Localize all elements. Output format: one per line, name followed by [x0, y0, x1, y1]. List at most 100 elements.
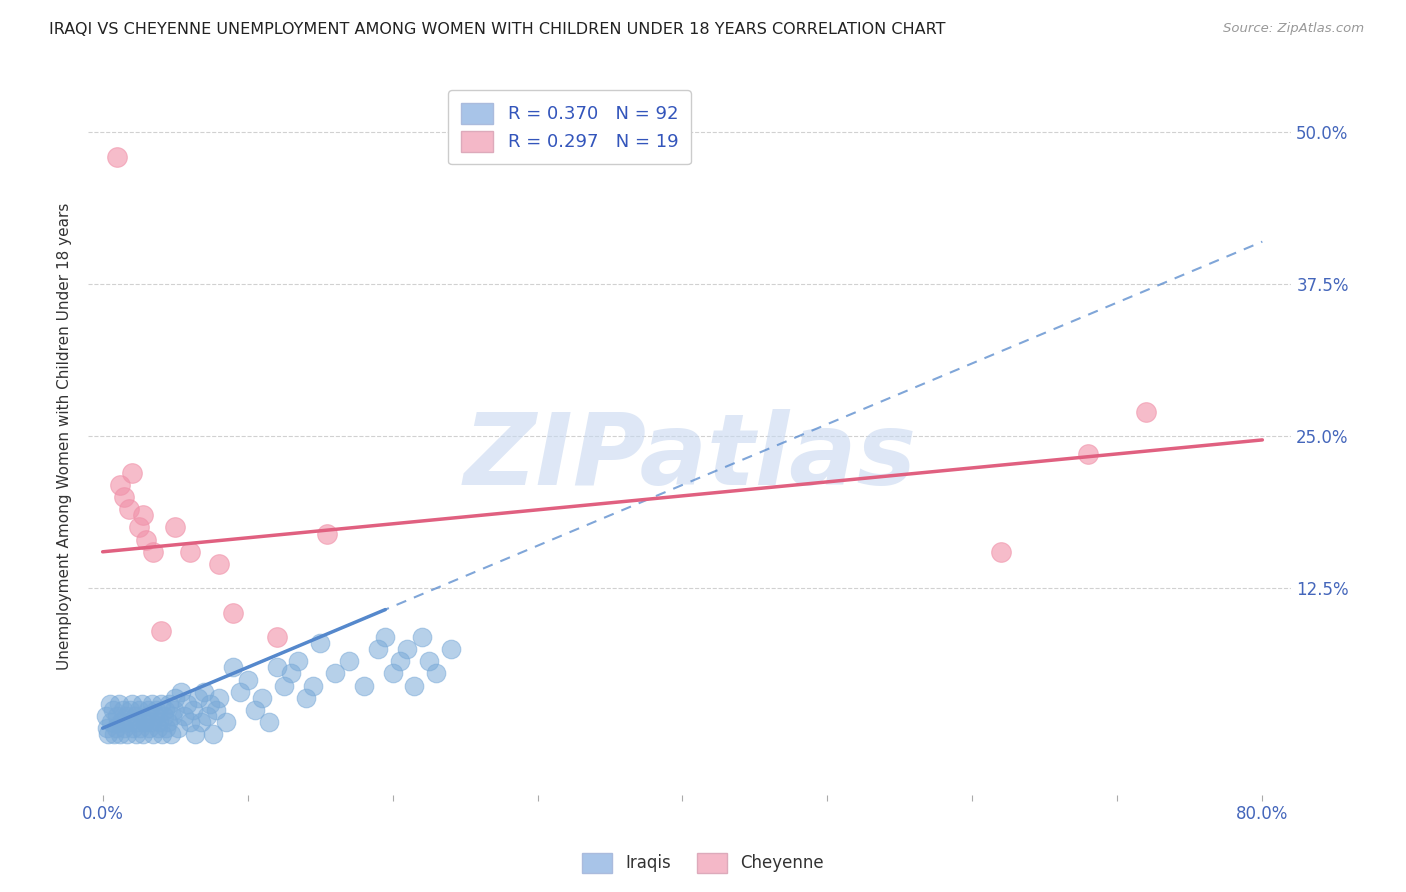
- Point: [108, 727, 131, 741]
- Text: IRAQI VS CHEYENNE UNEMPLOYMENT AMONG WOMEN WITH CHILDREN UNDER 18 YEARS CORRELAT: IRAQI VS CHEYENNE UNEMPLOYMENT AMONG WOM…: [49, 22, 946, 37]
- Point: [195, 709, 218, 723]
- Point: [229, 684, 252, 698]
- Point: [96, 721, 118, 735]
- Point: [316, 526, 339, 541]
- Legend: R = 0.370   N = 92, R = 0.297   N = 19: R = 0.370 N = 92, R = 0.297 N = 19: [449, 90, 690, 164]
- Point: [1077, 448, 1099, 462]
- Point: [112, 721, 135, 735]
- Point: [149, 624, 172, 638]
- Point: [190, 715, 212, 730]
- Point: [121, 697, 143, 711]
- Point: [117, 727, 139, 741]
- Point: [163, 703, 186, 717]
- Point: [110, 715, 132, 730]
- Point: [149, 697, 172, 711]
- Point: [127, 715, 149, 730]
- Point: [122, 721, 145, 735]
- Point: [294, 690, 316, 705]
- Point: [302, 679, 325, 693]
- Point: [152, 709, 174, 723]
- Point: [381, 666, 404, 681]
- Point: [181, 703, 204, 717]
- Point: [367, 642, 389, 657]
- Point: [107, 697, 129, 711]
- Point: [280, 666, 302, 681]
- Text: Source: ZipAtlas.com: Source: ZipAtlas.com: [1223, 22, 1364, 36]
- Point: [193, 684, 215, 698]
- Point: [128, 703, 150, 717]
- Point: [176, 697, 198, 711]
- Point: [425, 666, 447, 681]
- Point: [131, 697, 153, 711]
- Point: [101, 703, 124, 717]
- Point: [141, 697, 163, 711]
- Point: [105, 709, 128, 723]
- Point: [309, 636, 332, 650]
- Point: [179, 715, 201, 730]
- Point: [142, 727, 165, 741]
- Point: [165, 520, 187, 534]
- Point: [153, 703, 176, 717]
- Point: [388, 654, 411, 668]
- Point: [100, 715, 122, 730]
- Point: [112, 490, 135, 504]
- Point: [120, 703, 142, 717]
- Point: [337, 654, 360, 668]
- Point: [439, 642, 461, 657]
- Point: [374, 630, 396, 644]
- Point: [118, 715, 141, 730]
- Point: [136, 703, 159, 717]
- Point: [148, 715, 170, 730]
- Point: [159, 727, 181, 741]
- Point: [145, 703, 167, 717]
- Point: [243, 703, 266, 717]
- Point: [129, 721, 152, 735]
- Point: [201, 727, 224, 741]
- Point: [115, 709, 138, 723]
- Point: [396, 642, 419, 657]
- Point: [146, 721, 169, 735]
- Point: [143, 709, 166, 723]
- Point: [273, 679, 295, 693]
- Point: [167, 721, 190, 735]
- Point: [134, 715, 156, 730]
- Point: [353, 679, 375, 693]
- Point: [157, 697, 180, 711]
- Point: [98, 697, 121, 711]
- Point: [266, 660, 288, 674]
- Point: [160, 709, 183, 723]
- Y-axis label: Unemployment Among Women with Children Under 18 years: Unemployment Among Women with Children U…: [58, 202, 72, 670]
- Point: [236, 673, 259, 687]
- Point: [323, 666, 346, 681]
- Legend: Iraqis, Cheyenne: Iraqis, Cheyenne: [576, 847, 830, 880]
- Point: [165, 690, 187, 705]
- Point: [1135, 405, 1157, 419]
- Point: [105, 149, 128, 163]
- Point: [97, 727, 120, 741]
- Point: [418, 654, 440, 668]
- Point: [207, 557, 229, 571]
- Point: [132, 727, 155, 741]
- Point: [108, 478, 131, 492]
- Point: [198, 697, 221, 711]
- Point: [124, 709, 146, 723]
- Point: [250, 690, 273, 705]
- Point: [184, 727, 207, 741]
- Point: [411, 630, 433, 644]
- Point: [139, 715, 162, 730]
- Point: [204, 703, 226, 717]
- Point: [135, 709, 157, 723]
- Point: [187, 690, 209, 705]
- Point: [132, 508, 155, 523]
- Point: [170, 684, 193, 698]
- Point: [121, 466, 143, 480]
- Point: [215, 715, 238, 730]
- Point: [103, 727, 125, 741]
- Point: [222, 660, 245, 674]
- Point: [222, 606, 245, 620]
- Point: [207, 690, 229, 705]
- Point: [179, 545, 201, 559]
- Point: [94, 709, 117, 723]
- Point: [125, 727, 148, 741]
- Point: [990, 545, 1012, 559]
